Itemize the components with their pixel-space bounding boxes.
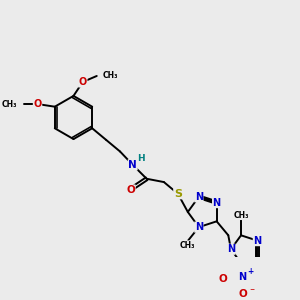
Text: N: N — [195, 222, 203, 232]
Text: CH₃: CH₃ — [179, 241, 195, 250]
Text: CH₃: CH₃ — [2, 100, 18, 109]
Text: CH₃: CH₃ — [103, 71, 118, 80]
Text: +: + — [248, 267, 254, 276]
Text: S: S — [174, 189, 182, 199]
Text: N: N — [195, 192, 203, 202]
Text: N: N — [253, 236, 261, 246]
Text: N: N — [238, 272, 246, 282]
Text: CH₃: CH₃ — [234, 211, 249, 220]
Text: N: N — [227, 244, 235, 254]
Text: N: N — [213, 198, 221, 208]
Text: O: O — [239, 289, 248, 299]
Text: N: N — [128, 160, 137, 170]
Text: O: O — [219, 274, 227, 284]
Text: O: O — [33, 99, 42, 109]
Text: ⁻: ⁻ — [249, 287, 254, 297]
Text: O: O — [126, 185, 135, 195]
Text: H: H — [137, 154, 145, 163]
Text: O: O — [79, 77, 87, 87]
